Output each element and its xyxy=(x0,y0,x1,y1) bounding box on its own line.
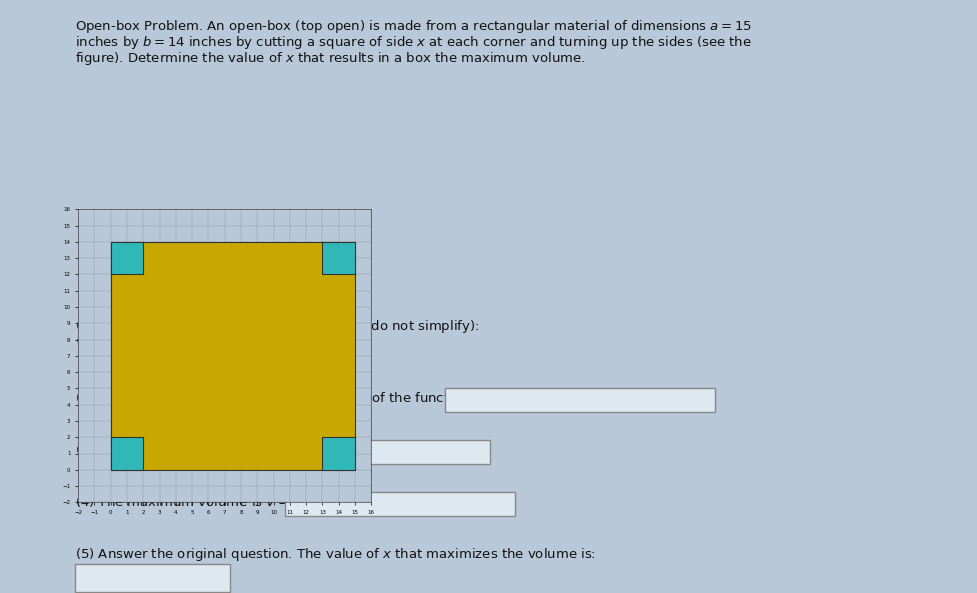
Text: figure). Determine the value of $x$ that results in a box the maximum volume.: figure). Determine the value of $x$ that… xyxy=(75,50,585,67)
Text: (2) Determine the upper limit of the domain of the function: $V$: (2) Determine the upper limit of the dom… xyxy=(75,390,489,407)
Bar xyxy=(285,492,515,516)
Bar xyxy=(260,440,490,464)
Bar xyxy=(110,437,144,470)
Bar xyxy=(110,336,340,360)
Bar xyxy=(110,242,144,275)
Text: (3) Simplify the function: $V =$: (3) Simplify the function: $V =$ xyxy=(75,442,268,459)
Text: (5) Answer the original question. The value of $x$ that maximizes the volume is:: (5) Answer the original question. The va… xyxy=(75,546,596,563)
Text: (1) Express the volume $V$ as a function of $x$ (do not simplify):: (1) Express the volume $V$ as a function… xyxy=(75,318,480,335)
Bar xyxy=(322,242,355,275)
Bar xyxy=(110,242,355,470)
Text: Open-box Problem. An open-box (top open) is made from a rectangular material of : Open-box Problem. An open-box (top open)… xyxy=(75,18,752,35)
Text: $V =$: $V =$ xyxy=(75,338,102,354)
Text: inches by $b = 14$ inches by cutting a square of side $x$ at each corner and tur: inches by $b = 14$ inches by cutting a s… xyxy=(75,34,752,51)
Bar xyxy=(75,564,230,592)
Text: (4) The maximum volume is $V =$: (4) The maximum volume is $V =$ xyxy=(75,494,289,509)
Bar xyxy=(322,437,355,470)
Bar xyxy=(445,388,715,412)
